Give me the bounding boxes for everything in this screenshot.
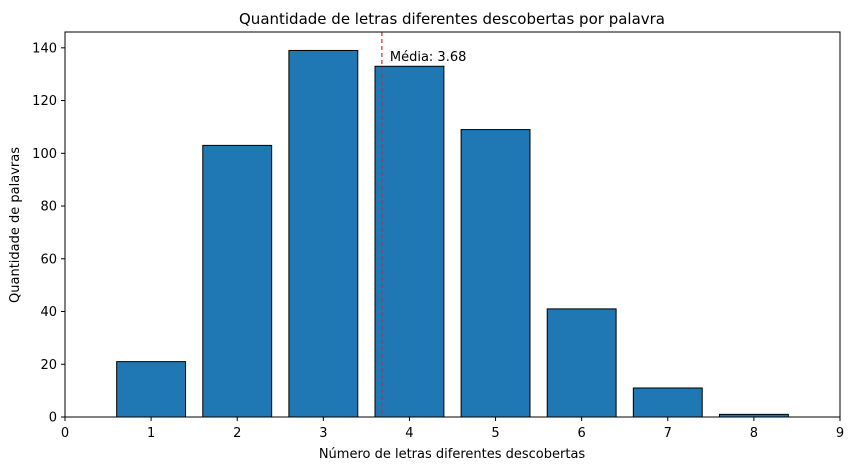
bar-2	[202, 144, 273, 418]
x-tick-label: 4	[405, 426, 413, 441]
y-tick-label: 20	[40, 358, 57, 373]
bar-5	[460, 129, 531, 418]
bar-4	[374, 65, 445, 418]
plot-frame	[64, 31, 841, 418]
mean-line-layer: Média: 3.68	[381, 32, 467, 417]
mean-label: Média: 3.68	[390, 50, 467, 65]
x-axis-label: Número de letras diferentes descobertas	[319, 447, 586, 462]
x-tick-label: 2	[233, 426, 241, 441]
y-tick-label: 80	[40, 200, 57, 215]
x-tick-label: 0	[61, 426, 69, 441]
x-tick-label: 8	[750, 426, 758, 441]
bar-1	[116, 361, 187, 418]
x-tick-label: 6	[578, 426, 586, 441]
y-tick-label: 60	[40, 252, 57, 267]
chart-title: Quantidade de letras diferentes descober…	[239, 10, 665, 28]
x-tick-label: 7	[664, 426, 672, 441]
y-tick-label: 140	[32, 41, 57, 56]
bar-6	[546, 308, 617, 418]
y-tick-label: 100	[32, 147, 57, 162]
bar-3	[288, 49, 359, 418]
x-tick-label: 1	[147, 426, 155, 441]
x-tick-label: 3	[319, 426, 327, 441]
y-axis-ticks: 0 20 40 60 80 100 120 140	[32, 41, 65, 426]
y-tick-label: 120	[32, 94, 57, 109]
y-tick-label: 40	[40, 305, 57, 320]
y-tick-label: 0	[49, 411, 57, 426]
x-tick-label: 5	[491, 426, 499, 441]
bar-7	[632, 387, 703, 418]
x-axis-ticks: 0 1 2 3 4 5 6 7 8 9	[61, 417, 844, 441]
bars-layer	[116, 49, 789, 418]
x-tick-label: 9	[836, 426, 844, 441]
y-axis-label: Quantidade de palavras	[8, 147, 23, 303]
